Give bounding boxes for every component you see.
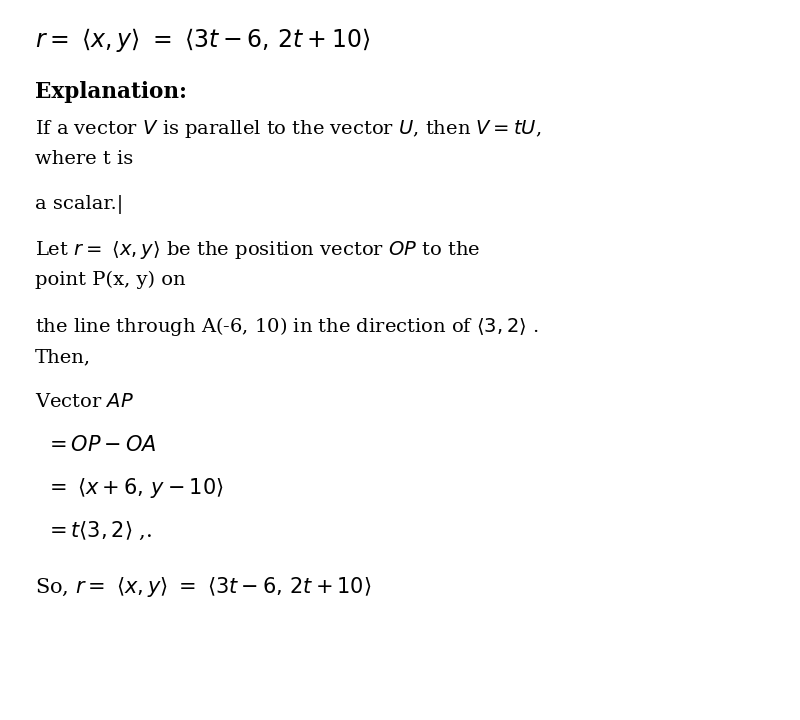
Text: Vector $AP$: Vector $AP$ (35, 393, 134, 411)
Text: where t is: where t is (35, 150, 134, 168)
Text: Then,: Then, (35, 348, 91, 366)
Text: $= t \langle 3, 2 \rangle$ ,.: $= t \langle 3, 2 \rangle$ ,. (45, 520, 152, 542)
Text: $= \ \langle x + 6,\, y - 10 \rangle$: $= \ \langle x + 6,\, y - 10 \rangle$ (45, 476, 224, 500)
Text: the line through A(-6, 10) in the direction of $\langle 3, 2 \rangle$ .: the line through A(-6, 10) in the direct… (35, 315, 539, 338)
Text: Let $r = \ \langle x, y \rangle$ be the position vector $OP$ to the: Let $r = \ \langle x, y \rangle$ be the … (35, 239, 480, 261)
Text: Explanation:: Explanation: (35, 81, 187, 103)
Text: point P(x, y) on: point P(x, y) on (35, 271, 186, 289)
Text: a scalar.|: a scalar.| (35, 194, 123, 214)
Text: $= OP - OA$: $= OP - OA$ (45, 435, 157, 455)
Text: $r = \ \langle x, y \rangle \ = \ \langle 3t - 6,\, 2t + 10 \rangle$: $r = \ \langle x, y \rangle \ = \ \langl… (35, 26, 370, 54)
Text: If a vector $V$ is parallel to the vector $U$, then $V = tU$,: If a vector $V$ is parallel to the vecto… (35, 118, 542, 140)
Text: So, $r = \ \langle x, y \rangle \ = \ \langle 3t - 6,\, 2t + 10 \rangle$: So, $r = \ \langle x, y \rangle \ = \ \l… (35, 575, 371, 599)
